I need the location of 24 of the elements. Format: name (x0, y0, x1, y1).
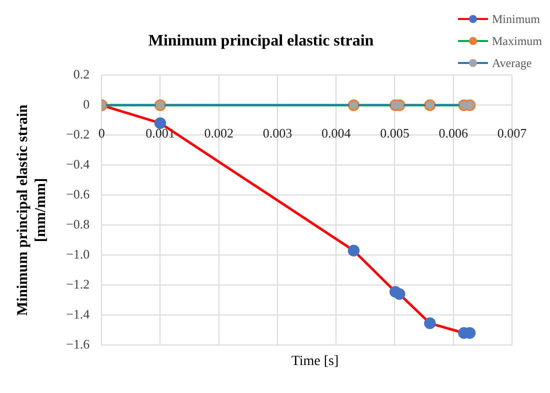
y-tick-label: −0.6 (66, 186, 90, 202)
legend-label: Maximum (492, 34, 542, 48)
y-tick-label: −1.6 (66, 336, 90, 352)
x-tick-label: 0.005 (380, 125, 410, 140)
y-tick-label: −1.4 (66, 306, 90, 322)
x-tick-label: 0.004 (321, 125, 352, 140)
legend-label: Average (492, 56, 532, 70)
y-tick-label: 0.2 (73, 66, 90, 82)
legend-label: Minimum (492, 12, 540, 26)
y-tick-label: −1.0 (66, 246, 90, 262)
y-tick-label: −1.2 (66, 276, 90, 292)
y-tick-label: −0.8 (66, 216, 90, 232)
x-tick-label: 0.006 (438, 125, 468, 140)
x-tick-label: 0.007 (497, 125, 528, 140)
x-tick-label: 0.003 (262, 125, 292, 140)
y-tick-label: −0.2 (66, 126, 90, 142)
x-tick-label: 0 (98, 125, 105, 140)
y-tick-label: 0 (83, 96, 90, 112)
y-tick-label: −0.4 (66, 156, 90, 172)
x-tick-label: 0.001 (146, 125, 175, 140)
x-axis-title: Time [s] (291, 354, 339, 369)
y-axis-title: Minimum principal elastic strain [mm/mm] (14, 104, 49, 316)
x-tick-label: 0.002 (204, 125, 234, 140)
chart-title: Minimum principal elastic strain (148, 32, 374, 50)
